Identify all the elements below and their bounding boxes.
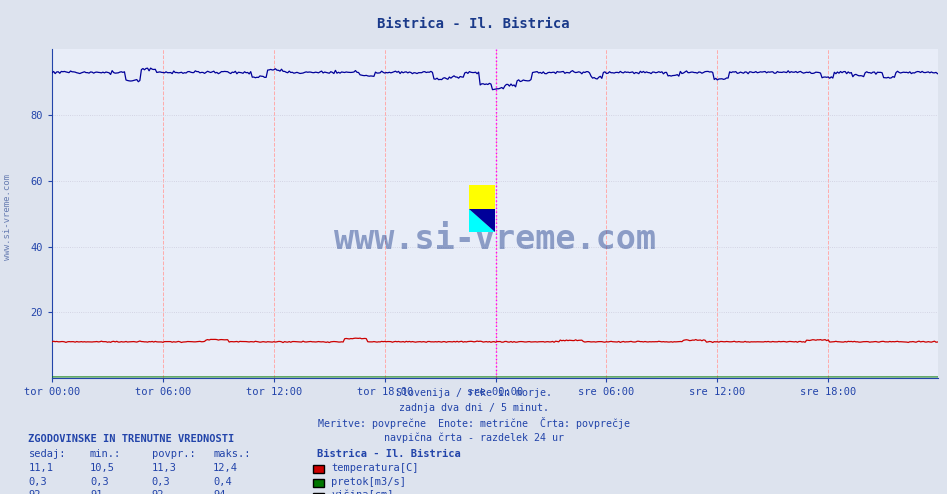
Text: navpična črta - razdelek 24 ur: navpična črta - razdelek 24 ur [384, 432, 563, 443]
Text: 12,4: 12,4 [213, 463, 238, 473]
Bar [469, 185, 495, 208]
Text: ZGODOVINSKE IN TRENUTNE VREDNOSTI: ZGODOVINSKE IN TRENUTNE VREDNOSTI [28, 434, 235, 444]
Text: Bistrica - Il. Bistrica: Bistrica - Il. Bistrica [317, 449, 461, 459]
Text: temperatura[C]: temperatura[C] [331, 463, 419, 473]
Text: zadnja dva dni / 5 minut.: zadnja dva dni / 5 minut. [399, 403, 548, 412]
Text: 91: 91 [90, 491, 102, 494]
Text: 0,3: 0,3 [152, 477, 170, 487]
Text: 10,5: 10,5 [90, 463, 115, 473]
Text: pretok[m3/s]: pretok[m3/s] [331, 477, 406, 487]
Polygon shape [469, 208, 495, 232]
Text: 92: 92 [152, 491, 164, 494]
Text: www.si-vreme.com: www.si-vreme.com [333, 223, 656, 256]
Text: 11,3: 11,3 [152, 463, 176, 473]
Text: povpr.:: povpr.: [152, 449, 195, 459]
Text: višina[cm]: višina[cm] [331, 490, 394, 494]
Text: 92: 92 [28, 491, 41, 494]
Text: 0,3: 0,3 [28, 477, 47, 487]
Polygon shape [469, 208, 495, 232]
Text: 0,3: 0,3 [90, 477, 109, 487]
Text: sedaj:: sedaj: [28, 449, 66, 459]
Text: 11,1: 11,1 [28, 463, 53, 473]
Text: Meritve: povprečne  Enote: metrične  Črta: povprečje: Meritve: povprečne Enote: metrične Črta:… [317, 417, 630, 429]
Text: 0,4: 0,4 [213, 477, 232, 487]
Text: 94: 94 [213, 491, 225, 494]
Text: min.:: min.: [90, 449, 121, 459]
Text: www.si-vreme.com: www.si-vreme.com [3, 174, 12, 260]
Text: maks.:: maks.: [213, 449, 251, 459]
Text: Slovenija / reke in morje.: Slovenija / reke in morje. [396, 388, 551, 398]
Text: Bistrica - Il. Bistrica: Bistrica - Il. Bistrica [377, 17, 570, 31]
